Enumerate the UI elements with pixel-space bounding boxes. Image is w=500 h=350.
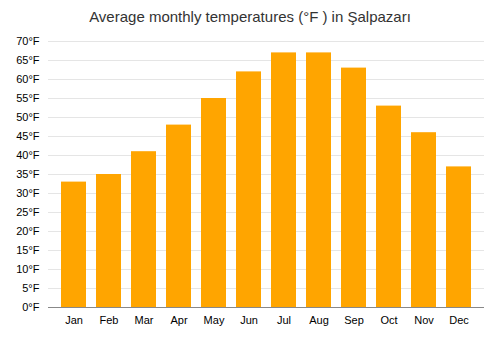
svg-text:Jul: Jul <box>277 314 291 326</box>
svg-text:5°F: 5°F <box>22 282 40 294</box>
svg-text:Mar: Mar <box>135 314 154 326</box>
svg-text:May: May <box>204 314 225 326</box>
svg-text:70°F: 70°F <box>16 35 40 47</box>
svg-text:50°F: 50°F <box>16 111 40 123</box>
svg-text:60°F: 60°F <box>16 73 40 85</box>
svg-text:45°F: 45°F <box>16 130 40 142</box>
svg-text:Nov: Nov <box>414 314 434 326</box>
svg-text:Oct: Oct <box>380 314 397 326</box>
svg-text:Apr: Apr <box>170 314 187 326</box>
svg-text:40°F: 40°F <box>16 149 40 161</box>
svg-text:Sep: Sep <box>344 314 364 326</box>
svg-text:55°F: 55°F <box>16 92 40 104</box>
html-text:Average monthly temperatures (: Average monthly temperatures (°F ) in Şa… <box>89 8 411 25</box>
svg-text:15°F: 15°F <box>16 244 40 256</box>
svg-text:35°F: 35°F <box>16 168 40 180</box>
svg-text:Jun: Jun <box>240 314 258 326</box>
svg-text:Feb: Feb <box>100 314 119 326</box>
svg-text:Jan: Jan <box>65 314 83 326</box>
svg-text:25°F: 25°F <box>16 206 40 218</box>
svg-text:0°F: 0°F <box>22 301 40 313</box>
svg-text:65°F: 65°F <box>16 54 40 66</box>
svg-text:Dec: Dec <box>449 314 469 326</box>
svg-text:Aug: Aug <box>309 314 329 326</box>
svg-text:30°F: 30°F <box>16 187 40 199</box>
svg-text:20°F: 20°F <box>16 225 40 237</box>
svg-text:10°F: 10°F <box>16 263 40 275</box>
